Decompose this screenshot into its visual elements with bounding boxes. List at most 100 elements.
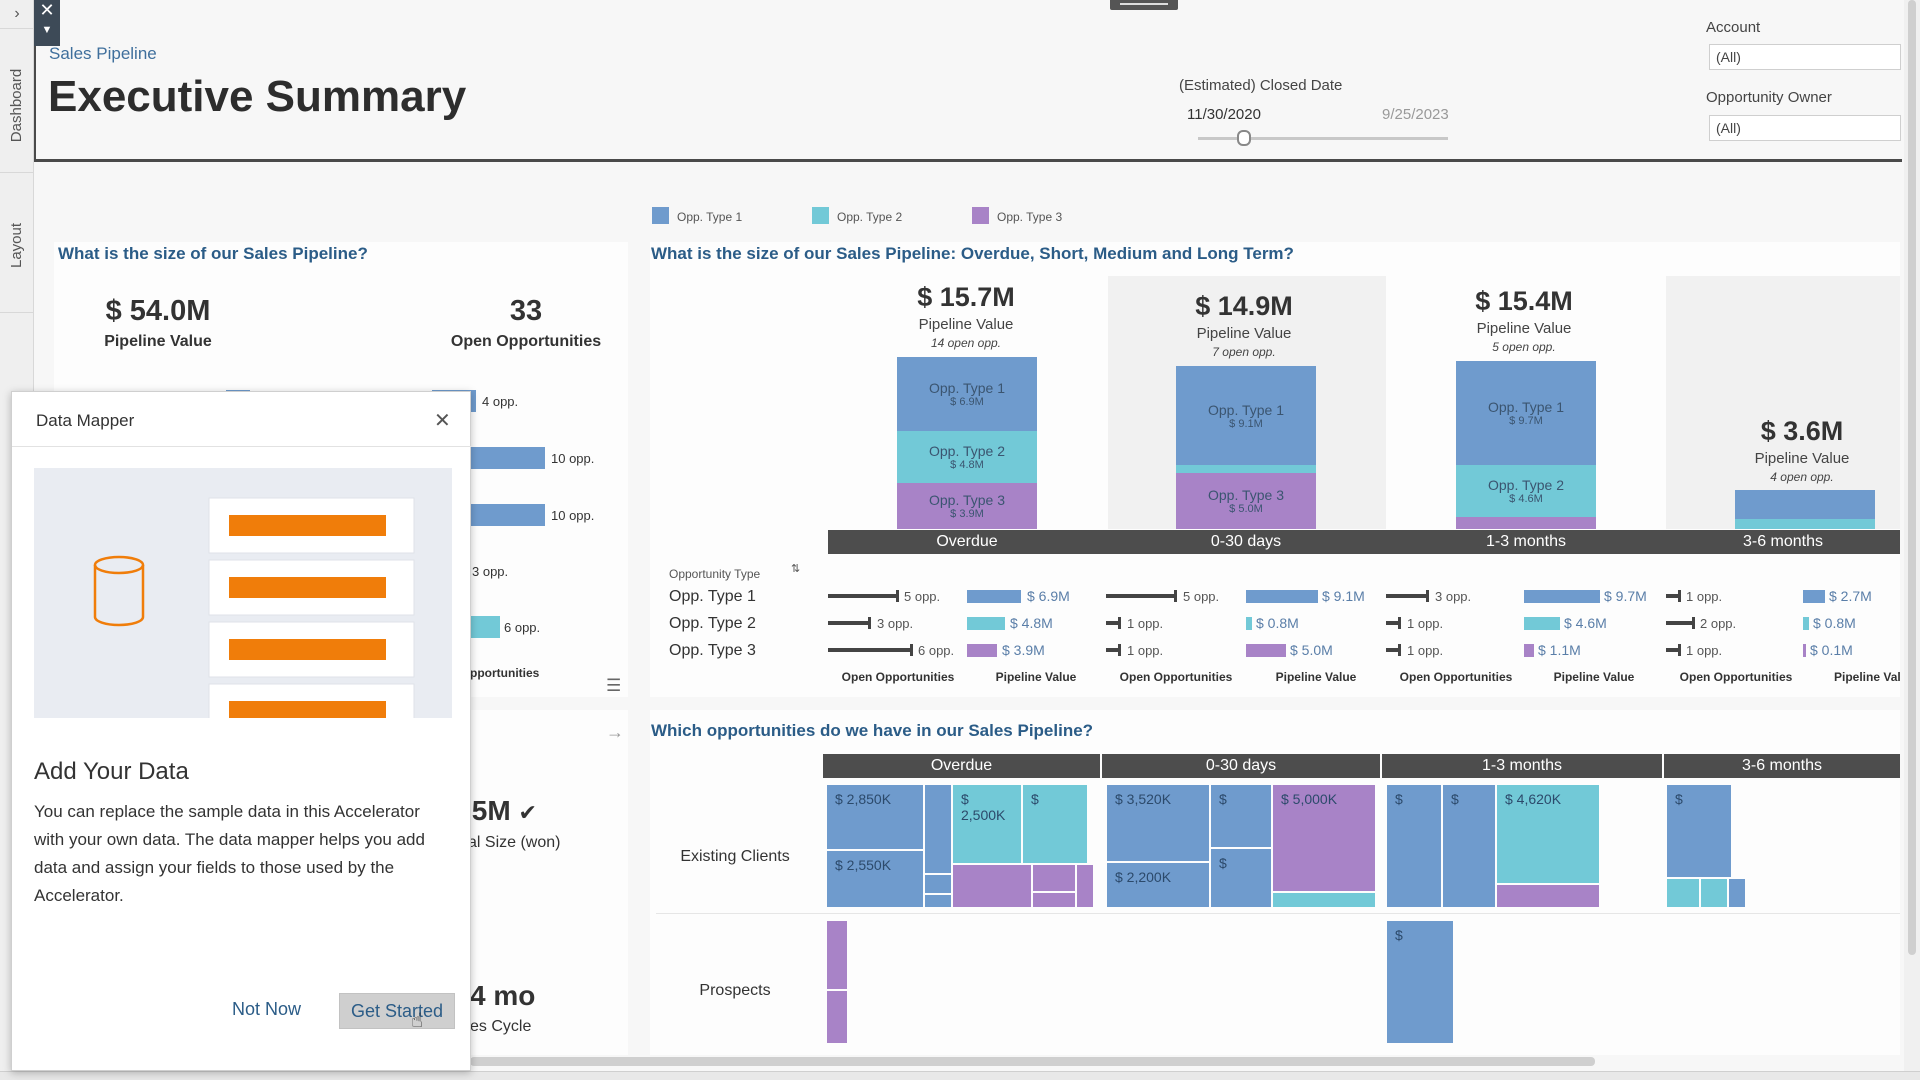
vertical-scroll-thumb[interactable]	[1908, 0, 1916, 955]
m13-seg-type2[interactable]: Opp. Type 2 $ 4.6M	[1456, 465, 1596, 517]
treemap-cell[interactable]: $	[1386, 784, 1442, 908]
close-icon[interactable]: ✕	[434, 410, 451, 432]
treemap-cell[interactable]: $2,500K	[952, 784, 1022, 864]
tab-layout[interactable]: Layout	[0, 190, 34, 300]
value-bar	[1524, 644, 1534, 657]
get-started-button[interactable]: Get Started	[339, 993, 455, 1029]
treemap-cell[interactable]	[826, 920, 848, 990]
opp-type-header: Opportunity Type	[669, 567, 761, 581]
treemap-cell[interactable]: $ 5,000K	[1272, 784, 1376, 892]
m13-seg-type3[interactable]	[1456, 517, 1596, 529]
owner-filter-label: Opportunity Owner	[1706, 89, 1832, 106]
account-filter-label: Account	[1706, 19, 1761, 36]
treemap-cell[interactable]	[1496, 884, 1600, 908]
seg-value-label: $ 5.0M	[1229, 503, 1263, 515]
opp-count: 1 opp.	[1407, 616, 1444, 631]
opp-bar-cap	[1398, 644, 1401, 656]
treemap-cell[interactable]: $	[1210, 848, 1272, 908]
treemap-cell[interactable]	[1032, 864, 1076, 892]
opp-bar-2-label: 10 opp.	[551, 451, 595, 466]
value-text: $ 9.1M	[1322, 588, 1365, 604]
value-text: $ 4.8M	[1010, 615, 1053, 631]
treemap-cell[interactable]: $ 2,200K	[1106, 862, 1210, 908]
opp-bar	[1106, 621, 1120, 625]
treemap-cell[interactable]	[1076, 864, 1094, 908]
treemap-cell[interactable]: $ 4,620K	[1496, 784, 1600, 884]
tab-dashboard[interactable]: Dashboard	[0, 45, 34, 165]
date-slider-thumb[interactable]	[1237, 130, 1251, 146]
tm-band-overdue: Overdue	[823, 754, 1100, 778]
opp-count: 1 opp.	[1686, 643, 1723, 658]
overdue-seg-type2[interactable]: Opp. Type 2 $ 4.8M	[897, 431, 1037, 483]
m36-seg-type1[interactable]	[1735, 490, 1875, 519]
open-opps-label: Open Opportunities	[450, 333, 602, 350]
m13-pipeline-label: Pipeline Value	[1476, 320, 1572, 337]
get-started-label: Get Started	[350, 1000, 444, 1021]
page-title: Executive Summary	[48, 72, 467, 121]
d030-seg-type3[interactable]: Opp. Type 3 $ 5.0M	[1176, 473, 1316, 529]
col-open-opps: Open Opportunities	[841, 670, 955, 684]
drag-handle[interactable]	[1110, 0, 1178, 10]
treemap-cell[interactable]	[826, 990, 848, 1044]
treemap-cell[interactable]	[1700, 878, 1728, 908]
value-text: $ 1.1M	[1538, 642, 1581, 658]
account-select[interactable]: (All)	[1709, 44, 1901, 70]
menu-icon[interactable]: ☰	[606, 676, 622, 695]
sort-icon[interactable]: ⇅	[791, 563, 801, 575]
not-now-button[interactable]: Not Now	[232, 999, 302, 1019]
chevron-right-icon[interactable]: ›	[14, 5, 20, 22]
close-icon[interactable]: ✕ ▼	[34, 0, 60, 46]
date-filter-start[interactable]: 11/30/2020	[1187, 106, 1261, 123]
opp-bar-4-label: 3 opp.	[472, 564, 509, 579]
treemap-cell[interactable]: $	[1386, 920, 1454, 1044]
m13-seg-type1[interactable]: Opp. Type 1 $ 9.7M	[1456, 361, 1596, 465]
arrow-right-icon[interactable]: →	[606, 722, 624, 742]
opp-count: 2 opp.	[1700, 616, 1737, 631]
m36-opps: 4 open opp.	[1770, 470, 1834, 484]
treemap-cell[interactable]	[1728, 878, 1746, 908]
treemap-cell[interactable]: $ 2,550K	[826, 850, 924, 908]
value-text: $ 4.6M	[1564, 615, 1607, 631]
date-filter-end[interactable]: 9/25/2023	[1382, 106, 1449, 123]
overdue-seg-type3[interactable]: Opp. Type 3 $ 3.9M	[897, 483, 1037, 529]
treemap-cell[interactable]	[952, 864, 1032, 908]
header	[34, 0, 1902, 162]
treemap-cell[interactable]	[1272, 892, 1376, 908]
date-slider-track[interactable]	[1198, 137, 1448, 140]
treemap-cell[interactable]: $	[1442, 784, 1496, 908]
treemap-cell[interactable]: $ 3,520K	[1106, 784, 1210, 862]
opp-bar	[1666, 621, 1694, 625]
band-3-6: 3-6 months	[1666, 530, 1900, 554]
breadcrumb[interactable]: Sales Pipeline	[49, 44, 157, 63]
m13-opps: 5 open opp.	[1492, 340, 1556, 354]
owner-select[interactable]: (All)	[1709, 115, 1901, 141]
d030-seg-type1[interactable]: Opp. Type 1 $ 9.1M	[1176, 366, 1316, 465]
treemap-cell[interactable]: $ 2,850K	[826, 784, 924, 850]
treemap-cell[interactable]	[924, 784, 952, 874]
treemap-cell-label: $	[961, 791, 969, 807]
overdue-seg-type1[interactable]: Opp. Type 1 $ 6.9M	[897, 357, 1037, 431]
col-pipeline-value: Pipeline Value	[995, 670, 1077, 684]
row-label-type2: Opp. Type 2	[669, 615, 756, 632]
d030-seg-type2[interactable]	[1176, 465, 1316, 473]
caret-down-icon[interactable]: ▼	[41, 24, 53, 36]
seg-value-label: $ 4.8M	[950, 459, 984, 471]
treemap-cell[interactable]: $	[1022, 784, 1088, 864]
dialog-body: You can replace the sample data in this …	[34, 802, 425, 905]
opp-bar-1-label: 4 opp.	[482, 394, 519, 409]
row-prospects: Prospects	[699, 982, 771, 999]
pipeline-value-label: Pipeline Value	[104, 333, 212, 350]
m36-seg-type2[interactable]	[1735, 519, 1875, 529]
treemap-cell[interactable]	[924, 874, 952, 894]
treemap-cell[interactable]	[1666, 878, 1700, 908]
opp-count: 1 opp.	[1127, 643, 1164, 658]
treemap-cell[interactable]: $	[1666, 784, 1732, 878]
opp-bar	[1386, 648, 1400, 652]
treemap-cell[interactable]	[1032, 892, 1076, 908]
treemap-cell[interactable]	[924, 894, 952, 908]
value-text: $ 5.0M	[1290, 642, 1333, 658]
treemap-cell[interactable]: $	[1210, 784, 1272, 848]
overdue-pipeline-label: Pipeline Value	[918, 316, 1014, 333]
horizontal-scroll-thumb[interactable]	[470, 1057, 1595, 1066]
